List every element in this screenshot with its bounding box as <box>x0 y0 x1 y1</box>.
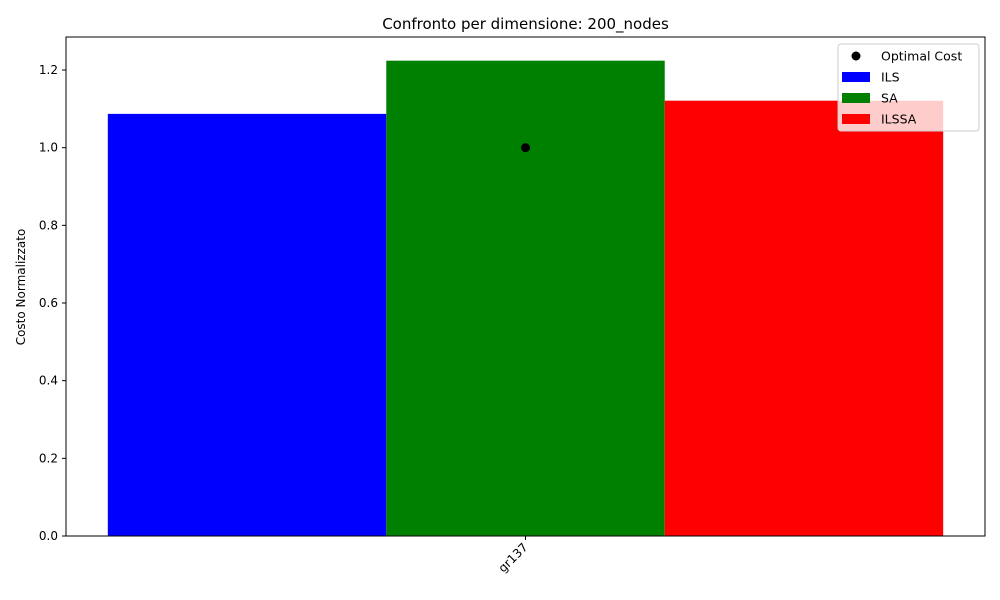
y-tick-label: 1.2 <box>39 63 58 77</box>
x-tick-label: gr137 <box>496 540 531 575</box>
legend-box <box>837 43 980 132</box>
plot-frame <box>65 36 986 537</box>
y-tick-label: 0.6 <box>39 296 58 310</box>
chart-title: Confronto per dimensione: 200_nodes <box>382 15 669 34</box>
legend-swatch-sa <box>842 93 870 103</box>
y-tick-label: 0.2 <box>39 451 58 465</box>
y-tick-label: 0.0 <box>39 529 58 543</box>
legend-label: ILSSA <box>881 112 917 127</box>
legend-swatch-ils <box>842 72 870 82</box>
bar-ils-gr137 <box>107 113 387 536</box>
bar-sa-gr137 <box>386 60 665 537</box>
legend-swatch-ilssa <box>842 114 870 124</box>
legend-label: SA <box>881 91 898 106</box>
y-tick-label: 1.0 <box>39 141 58 155</box>
y-tick-label: 0.4 <box>39 374 58 388</box>
legend-label: Optimal Cost <box>881 49 962 64</box>
bars-layer <box>107 60 944 537</box>
y-tick-label: 0.8 <box>39 218 58 232</box>
points-layer <box>521 143 530 153</box>
legend-marker-optimal-cost <box>851 51 861 61</box>
optimal-cost-point-gr137 <box>521 143 530 153</box>
legend-label: ILS <box>881 70 900 85</box>
y-axis-label: Costo Normalizzato <box>14 229 28 346</box>
bar-ilssa-gr137 <box>664 100 944 536</box>
